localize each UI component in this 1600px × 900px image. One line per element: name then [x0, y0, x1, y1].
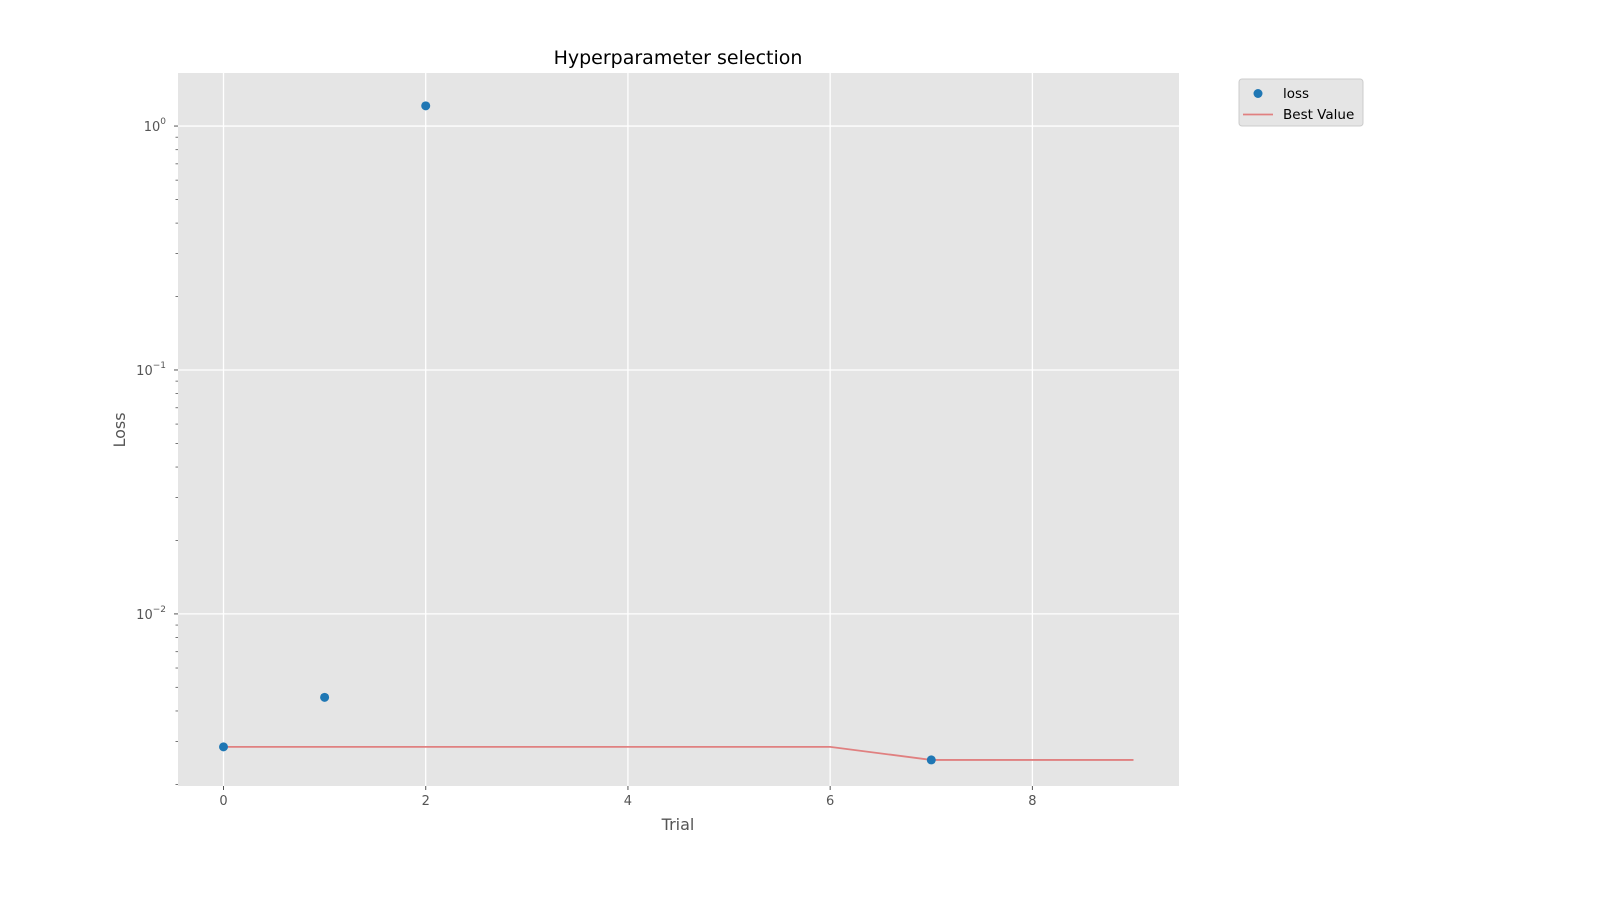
legend-entry-label: Best Value: [1283, 107, 1354, 123]
y-axis-label: Loss: [110, 412, 129, 447]
y-tick-label: 10−1: [136, 361, 166, 379]
loss-point: [219, 742, 228, 752]
legend: loss Best Value: [1238, 78, 1364, 127]
chart-title: Hyperparameter selection: [554, 47, 803, 69]
grid: [178, 73, 1179, 786]
x-tick-label: 0: [219, 794, 227, 809]
legend-loss-marker: [1253, 89, 1263, 98]
y-minor-ticks: [175, 136, 178, 785]
x-tick-label: 6: [826, 794, 834, 809]
y-tick-label: 10−2: [136, 605, 166, 623]
legend-entry-label: loss: [1283, 86, 1309, 102]
loss-point: [926, 755, 936, 765]
x-tick-label: 8: [1028, 794, 1036, 809]
y-tick-exponent: −1: [153, 361, 166, 371]
loss-point: [320, 692, 330, 702]
best-value-line: [223, 745, 1134, 761]
series-lines: [223, 745, 1134, 761]
y-tick-exponent: −2: [153, 605, 166, 615]
series-points: [219, 101, 936, 765]
y-tick-label: 100: [144, 117, 167, 135]
x-tick-label: 4: [624, 794, 632, 809]
y-tick-exponent: 0: [160, 117, 166, 127]
y-tick-base: 10: [136, 364, 153, 379]
y-tick-base: 10: [136, 608, 153, 623]
x-axis-label: Trial: [661, 815, 695, 834]
plot-area: [178, 73, 1179, 786]
x-axis-ticks: 0 2 4 6 8: [219, 786, 1037, 809]
y-tick-base: 10: [144, 120, 161, 135]
loss-point: [421, 101, 431, 111]
x-tick-label: 2: [422, 794, 430, 809]
